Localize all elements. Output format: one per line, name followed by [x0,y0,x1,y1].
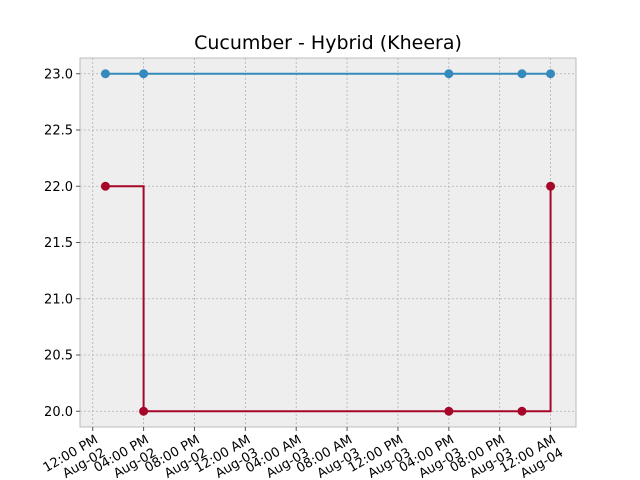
series-2-point [444,406,454,416]
y-tick-label: 22.5 [44,124,73,139]
series-1-point [444,69,454,79]
grid-layer [80,58,576,427]
series-2-point [517,406,527,416]
series-1-point [517,69,527,79]
series-1-point [100,69,110,79]
series-2-point [139,406,149,416]
y-tick-label: 21.0 [44,292,73,307]
y-tick-label: 22.0 [44,180,73,195]
series-layer [100,69,556,416]
y-tick-label: 20.0 [44,405,73,420]
y-tick-label: 21.5 [44,236,73,251]
series-2-point [100,181,110,191]
series-1-point [139,69,149,79]
chart-title: Cucumber - Hybrid (Kheera) [194,32,462,54]
series-2-point [546,181,556,191]
y-tick-label: 23.0 [44,67,73,82]
series-1-point [546,69,556,79]
y-tick-label: 20.5 [44,349,73,364]
